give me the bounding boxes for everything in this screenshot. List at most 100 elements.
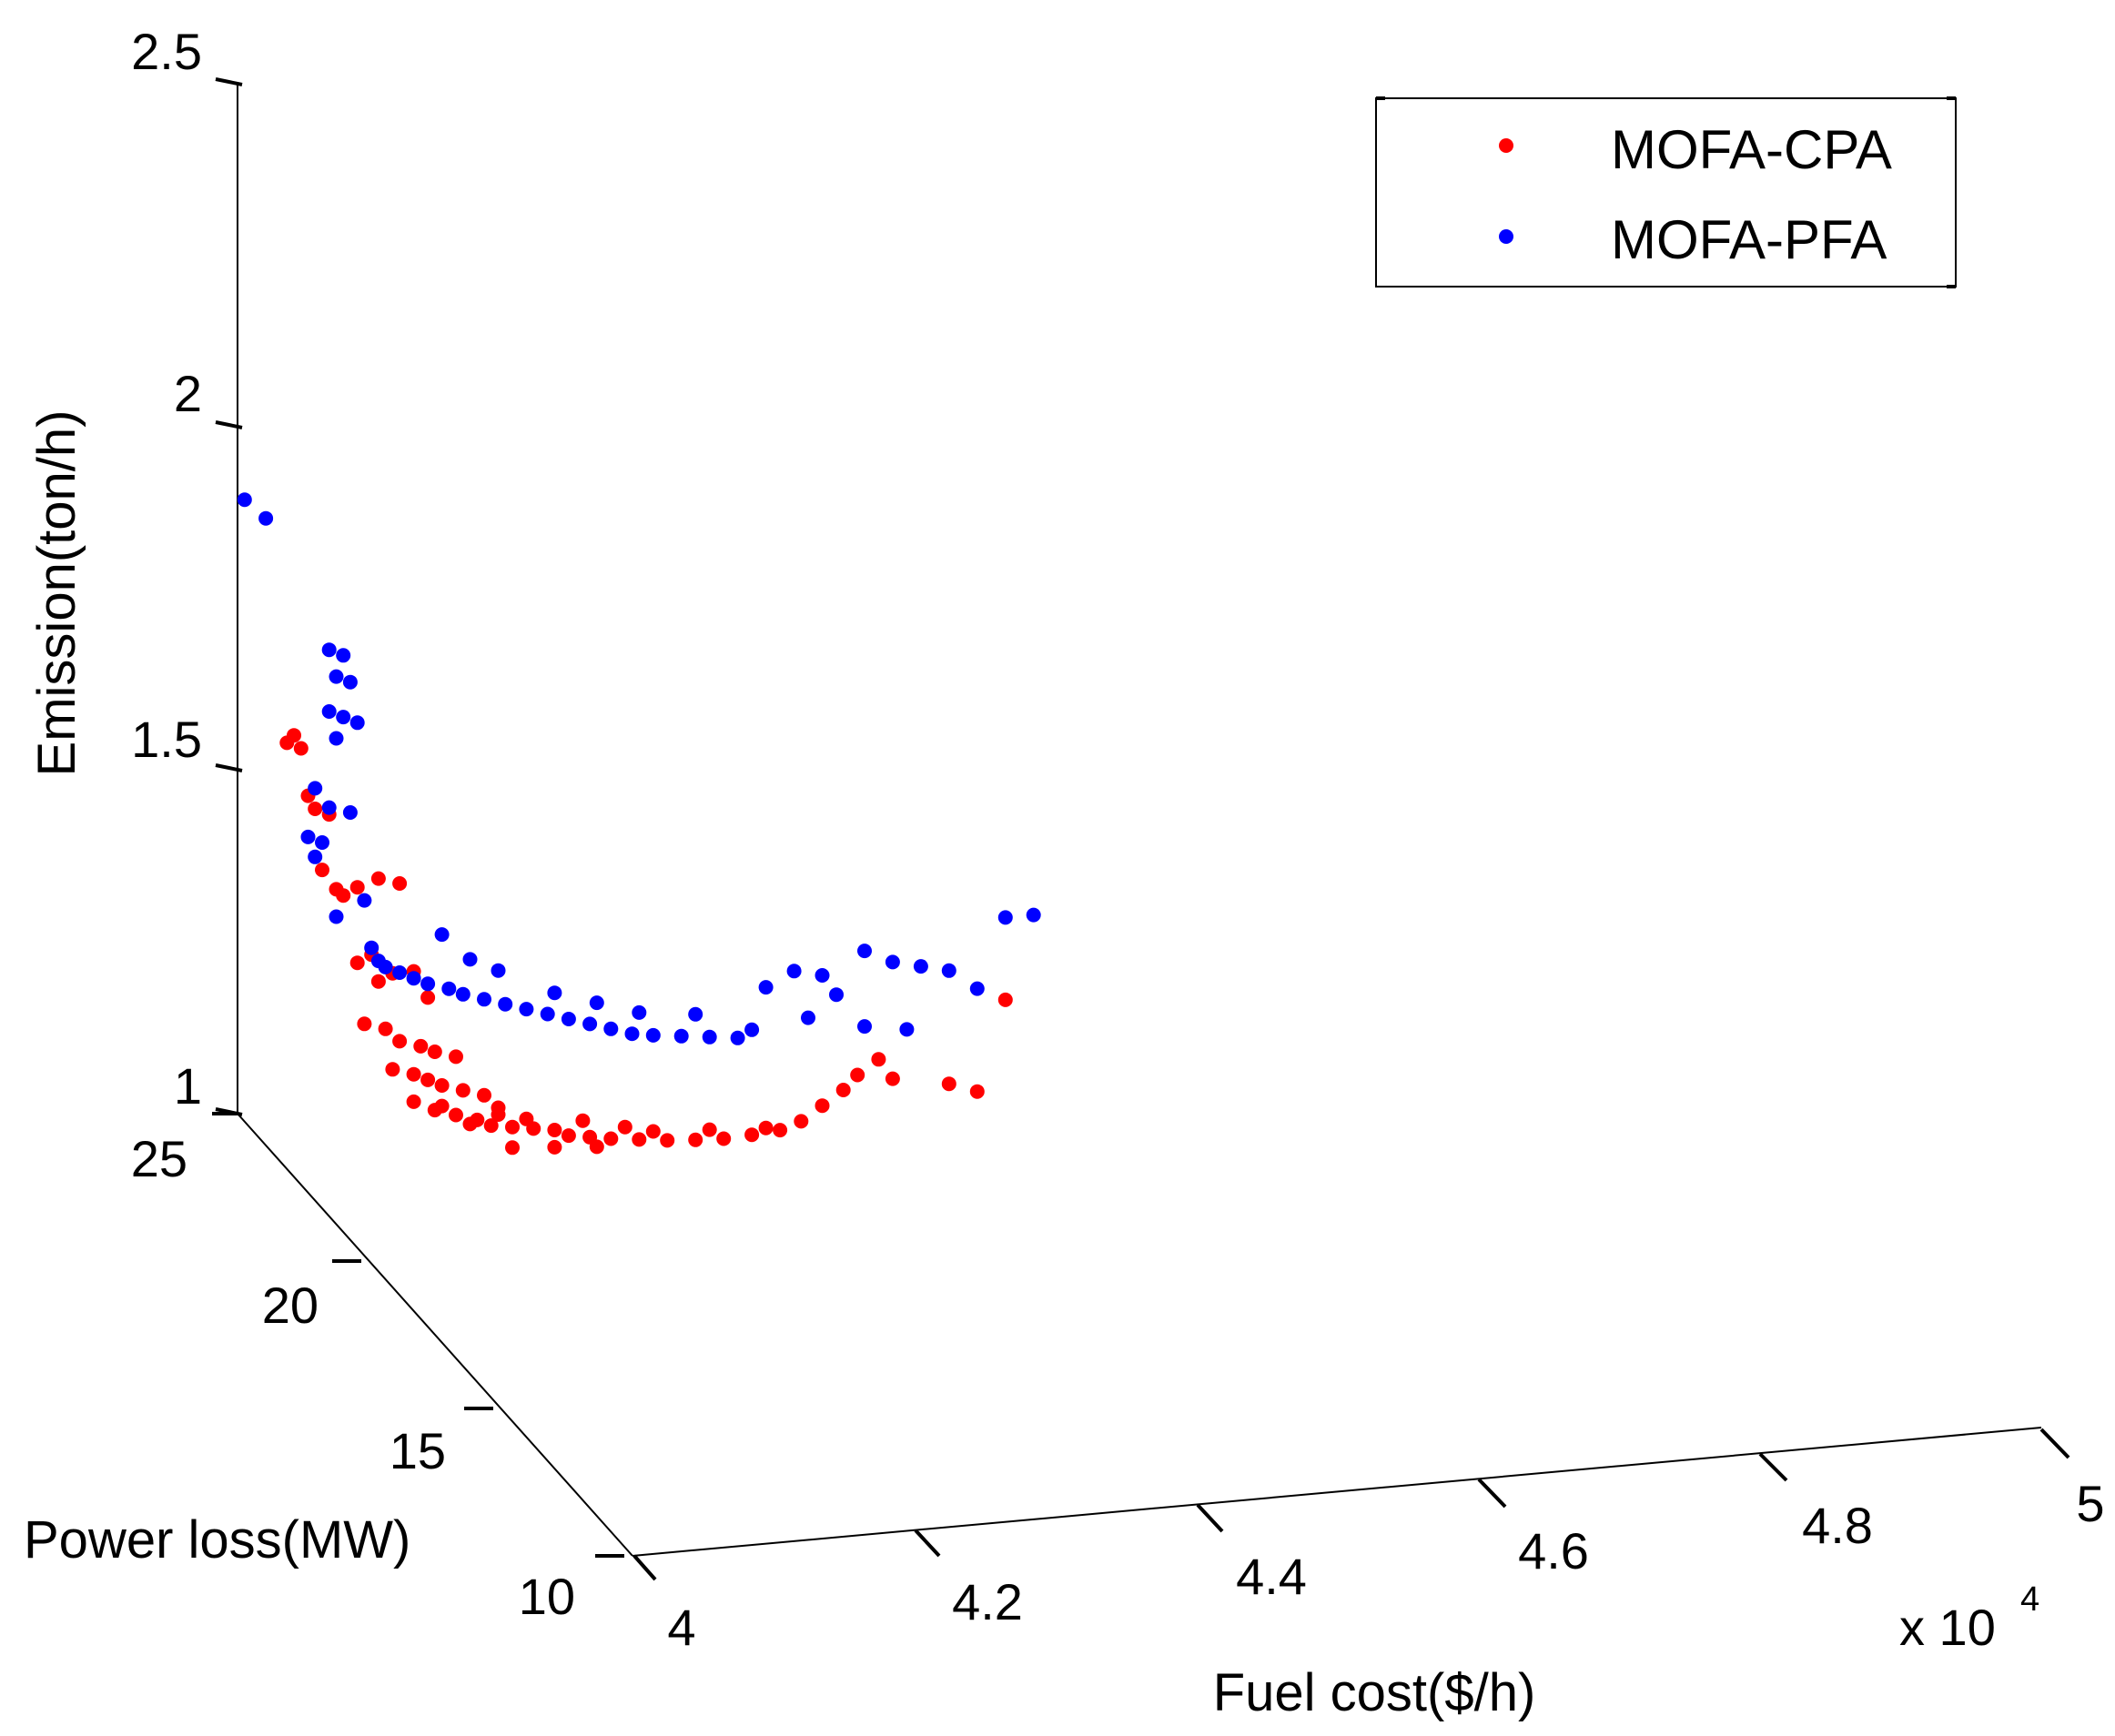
data-point-pfa	[688, 1006, 703, 1022]
data-point-pfa	[603, 1021, 619, 1036]
data-point-pfa	[561, 1012, 576, 1026]
data-point-cpa	[632, 1132, 647, 1147]
data-point-pfa	[941, 963, 956, 978]
data-point-pfa	[857, 1019, 872, 1035]
data-point-pfa	[885, 954, 900, 970]
legend-marker-pfa	[1499, 229, 1513, 244]
data-point-cpa	[462, 1116, 478, 1132]
data-point-cpa	[392, 876, 408, 891]
data-point-pfa	[913, 959, 928, 974]
data-point-pfa	[455, 986, 471, 1002]
data-point-cpa	[449, 1107, 463, 1123]
data-point-cpa	[835, 1083, 851, 1097]
x-axis-line	[632, 1427, 2042, 1557]
z-axis-ticks: 1 1.5 2 2.5	[131, 23, 243, 1116]
data-point-pfa	[462, 952, 478, 967]
data-point-pfa	[899, 1022, 915, 1037]
data-point-pfa	[673, 1028, 689, 1044]
legend: MOFA-CPA MOFA-PFA	[1375, 96, 1957, 288]
data-point-cpa	[349, 955, 365, 971]
data-point-cpa	[357, 1016, 372, 1032]
x-tick-mark	[1758, 1452, 1788, 1482]
legend-marker-cpa	[1499, 138, 1513, 153]
data-point-cpa	[547, 1139, 562, 1155]
x-tick-mark	[914, 1529, 941, 1558]
data-point-pfa	[758, 980, 774, 995]
data-point-pfa	[589, 995, 604, 1011]
z-tick-label: 2	[174, 365, 202, 422]
data-point-cpa	[815, 1098, 830, 1114]
data-point-pfa	[997, 910, 1013, 925]
data-point-cpa	[617, 1119, 632, 1135]
data-point-pfa	[364, 940, 379, 955]
data-point-cpa	[477, 1087, 491, 1103]
data-point-cpa	[406, 1094, 421, 1109]
axes	[237, 85, 2042, 1557]
z-tick-label: 1.5	[131, 711, 202, 768]
data-point-cpa	[315, 863, 329, 878]
data-point-pfa	[237, 492, 252, 508]
data-point-cpa	[370, 974, 386, 989]
data-point-pfa	[378, 959, 393, 974]
data-point-pfa	[434, 927, 450, 943]
data-point-pfa	[815, 968, 830, 983]
data-point-pfa	[547, 985, 562, 1001]
y-axis-line	[237, 1113, 633, 1557]
z-tick-mark	[215, 763, 243, 772]
x-tick-mark	[1477, 1478, 1507, 1509]
data-point-cpa	[455, 1083, 471, 1098]
data-point-pfa	[730, 1030, 745, 1045]
z-tick-mark	[215, 77, 243, 86]
data-point-cpa	[660, 1133, 675, 1148]
x-multiplier-text: x 10	[1899, 1599, 1996, 1656]
data-point-pfa	[477, 992, 491, 1007]
y-tick-label: 25	[131, 1130, 187, 1187]
data-point-pfa	[1026, 907, 1041, 923]
x-tick-label: 4.8	[1802, 1497, 1873, 1554]
data-point-cpa	[744, 1127, 760, 1143]
data-point-pfa	[540, 1006, 555, 1022]
data-point-pfa	[349, 715, 365, 731]
data-point-cpa	[794, 1114, 809, 1129]
data-point-cpa	[413, 1038, 429, 1054]
data-point-cpa	[420, 1072, 436, 1087]
data-point-pfa	[342, 805, 358, 820]
data-point-cpa	[491, 1100, 506, 1115]
data-point-pfa	[321, 800, 337, 815]
data-point-cpa	[420, 990, 436, 1005]
x-tick-label: 4.4	[1236, 1548, 1307, 1605]
x-tick-label: 4	[667, 1599, 695, 1656]
data-point-cpa	[969, 1084, 985, 1099]
x-multiplier-exponent: 4	[2020, 1580, 2039, 1619]
x-axis-ticks: 4 4.2 4.4 4.6 4.8 5	[632, 1428, 2105, 1656]
data-point-cpa	[427, 1045, 442, 1059]
x-axis-multiplier: x 10 4	[1899, 1580, 2039, 1656]
x-tick-label: 4.6	[1518, 1522, 1589, 1580]
data-point-pfa	[308, 781, 323, 796]
data-point-cpa	[287, 728, 301, 743]
data-point-cpa	[336, 888, 351, 903]
data-point-pfa	[702, 1029, 717, 1045]
data-point-pfa	[491, 963, 506, 978]
data-point-pfa	[420, 976, 436, 992]
data-point-pfa	[857, 944, 872, 959]
data-point-cpa	[997, 992, 1013, 1007]
data-point-cpa	[406, 1066, 421, 1082]
data-point-cpa	[603, 1131, 619, 1146]
data-point-pfa	[342, 674, 358, 690]
data-point-cpa	[941, 1076, 956, 1092]
data-point-cpa	[378, 1021, 393, 1036]
x-axis-label: Fuel cost($/h)	[1213, 1663, 1536, 1722]
x-tick-mark	[632, 1554, 657, 1581]
data-point-cpa	[449, 1049, 463, 1065]
data-point-cpa	[645, 1124, 661, 1139]
data-point-cpa	[885, 1071, 900, 1086]
data-point-pfa	[329, 731, 344, 746]
x-tick-label: 5	[2076, 1475, 2104, 1532]
data-point-cpa	[434, 1098, 450, 1114]
data-point-cpa	[850, 1067, 865, 1083]
x-tick-label: 4.2	[952, 1573, 1023, 1630]
data-point-cpa	[519, 1111, 534, 1126]
data-point-cpa	[575, 1113, 591, 1128]
